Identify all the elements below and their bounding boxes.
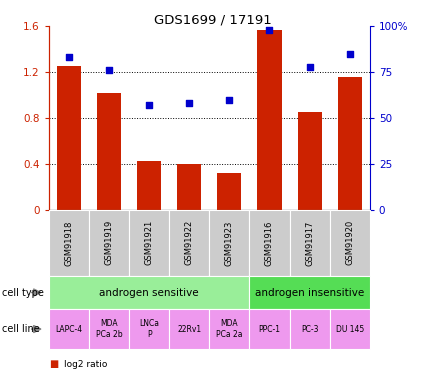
Text: GSM91916: GSM91916	[265, 220, 274, 266]
Text: GSM91918: GSM91918	[65, 220, 74, 266]
Bar	[57, 66, 81, 210]
Text: androgen insensitive: androgen insensitive	[255, 288, 364, 297]
Text: LNCa
P: LNCa P	[139, 320, 159, 339]
Text: GSM91921: GSM91921	[144, 220, 154, 266]
Text: cell type: cell type	[2, 288, 44, 297]
Text: GSM91919: GSM91919	[105, 220, 113, 266]
Point	[186, 100, 193, 106]
Text: 22Rv1: 22Rv1	[177, 324, 201, 334]
Text: DU 145: DU 145	[336, 324, 364, 334]
Bar	[298, 112, 322, 210]
Bar	[258, 30, 281, 210]
Point	[226, 97, 233, 103]
Text: log2 ratio: log2 ratio	[64, 360, 107, 369]
Point	[106, 68, 113, 74]
Text: MDA
PCa 2b: MDA PCa 2b	[96, 320, 122, 339]
Text: GSM91922: GSM91922	[185, 220, 194, 266]
Point	[346, 51, 353, 57]
Bar	[217, 173, 241, 210]
Bar	[177, 164, 201, 210]
Bar	[337, 77, 362, 210]
Point	[146, 102, 153, 108]
Text: GDS1699 / 17191: GDS1699 / 17191	[153, 13, 272, 26]
Text: GSM91917: GSM91917	[305, 220, 314, 266]
Point	[266, 27, 273, 33]
Bar	[97, 93, 121, 210]
Text: cell line: cell line	[2, 324, 40, 334]
Text: GSM91923: GSM91923	[225, 220, 234, 266]
Text: androgen sensitive: androgen sensitive	[99, 288, 199, 297]
Text: ■: ■	[49, 374, 58, 375]
Text: MDA
PCa 2a: MDA PCa 2a	[216, 320, 243, 339]
Text: GSM91920: GSM91920	[345, 220, 354, 266]
Point	[65, 54, 72, 60]
Text: ■: ■	[49, 359, 58, 369]
Text: LAPC-4: LAPC-4	[55, 324, 82, 334]
Bar	[137, 160, 161, 210]
Text: PPC-1: PPC-1	[258, 324, 280, 334]
Text: PC-3: PC-3	[301, 324, 318, 334]
Point	[306, 64, 313, 70]
